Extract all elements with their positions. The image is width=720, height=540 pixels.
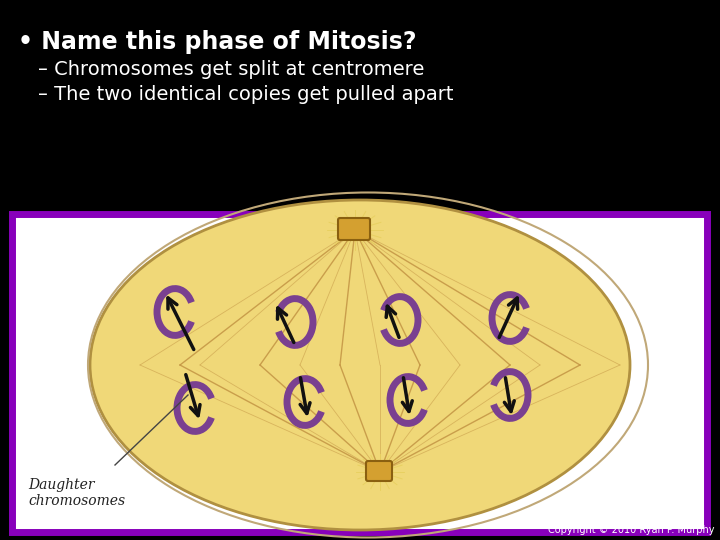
Bar [12, 214, 707, 532]
Text: Copyright © 2010 Ryan P. Murphy: Copyright © 2010 Ryan P. Murphy [549, 525, 715, 535]
Ellipse shape [90, 200, 630, 530]
Text: • Name this phase of Mitosis?: • Name this phase of Mitosis? [18, 30, 416, 54]
FancyBboxPatch shape [338, 218, 370, 240]
Text: Daughter
chromosomes: Daughter chromosomes [28, 478, 125, 508]
Text: – The two identical copies get pulled apart: – The two identical copies get pulled ap… [38, 85, 454, 104]
FancyBboxPatch shape [366, 461, 392, 481]
Text: – Chromosomes get split at centromere: – Chromosomes get split at centromere [38, 60, 424, 79]
